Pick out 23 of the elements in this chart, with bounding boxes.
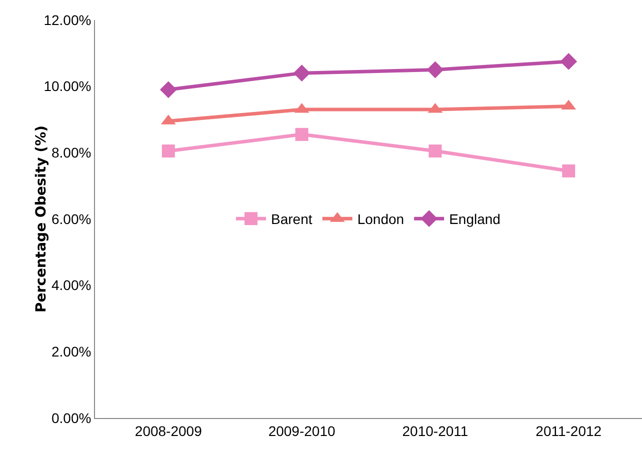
legend-label: England <box>449 211 500 228</box>
point <box>160 81 177 98</box>
point <box>295 128 308 141</box>
x-tick-label: 2011-2012 <box>536 422 602 439</box>
y-tick-label: 12.00% <box>44 12 92 28</box>
point <box>162 144 175 158</box>
legend-label: London <box>357 211 404 228</box>
legend-label: Barent <box>271 211 312 228</box>
point <box>426 61 444 78</box>
x-tick-label: 2008-2009 <box>134 422 202 439</box>
point <box>293 64 310 82</box>
x-tick-label: 2010-2011 <box>402 422 468 439</box>
y-tick-label: 4.00% <box>51 277 92 294</box>
x-tick-label: 2009-2010 <box>268 422 336 439</box>
y-tick-label: 0.00% <box>51 410 92 426</box>
point <box>428 144 442 158</box>
y-tick-label: 6.00% <box>51 210 92 227</box>
point <box>560 53 578 70</box>
y-axis-title: Percentage Obesity (%) <box>33 125 50 313</box>
y-tick-label: 2.00% <box>51 344 92 360</box>
y-tick-label: 10.00% <box>44 78 92 94</box>
point <box>562 164 576 178</box>
y-tick-label: 8.00% <box>51 144 92 161</box>
